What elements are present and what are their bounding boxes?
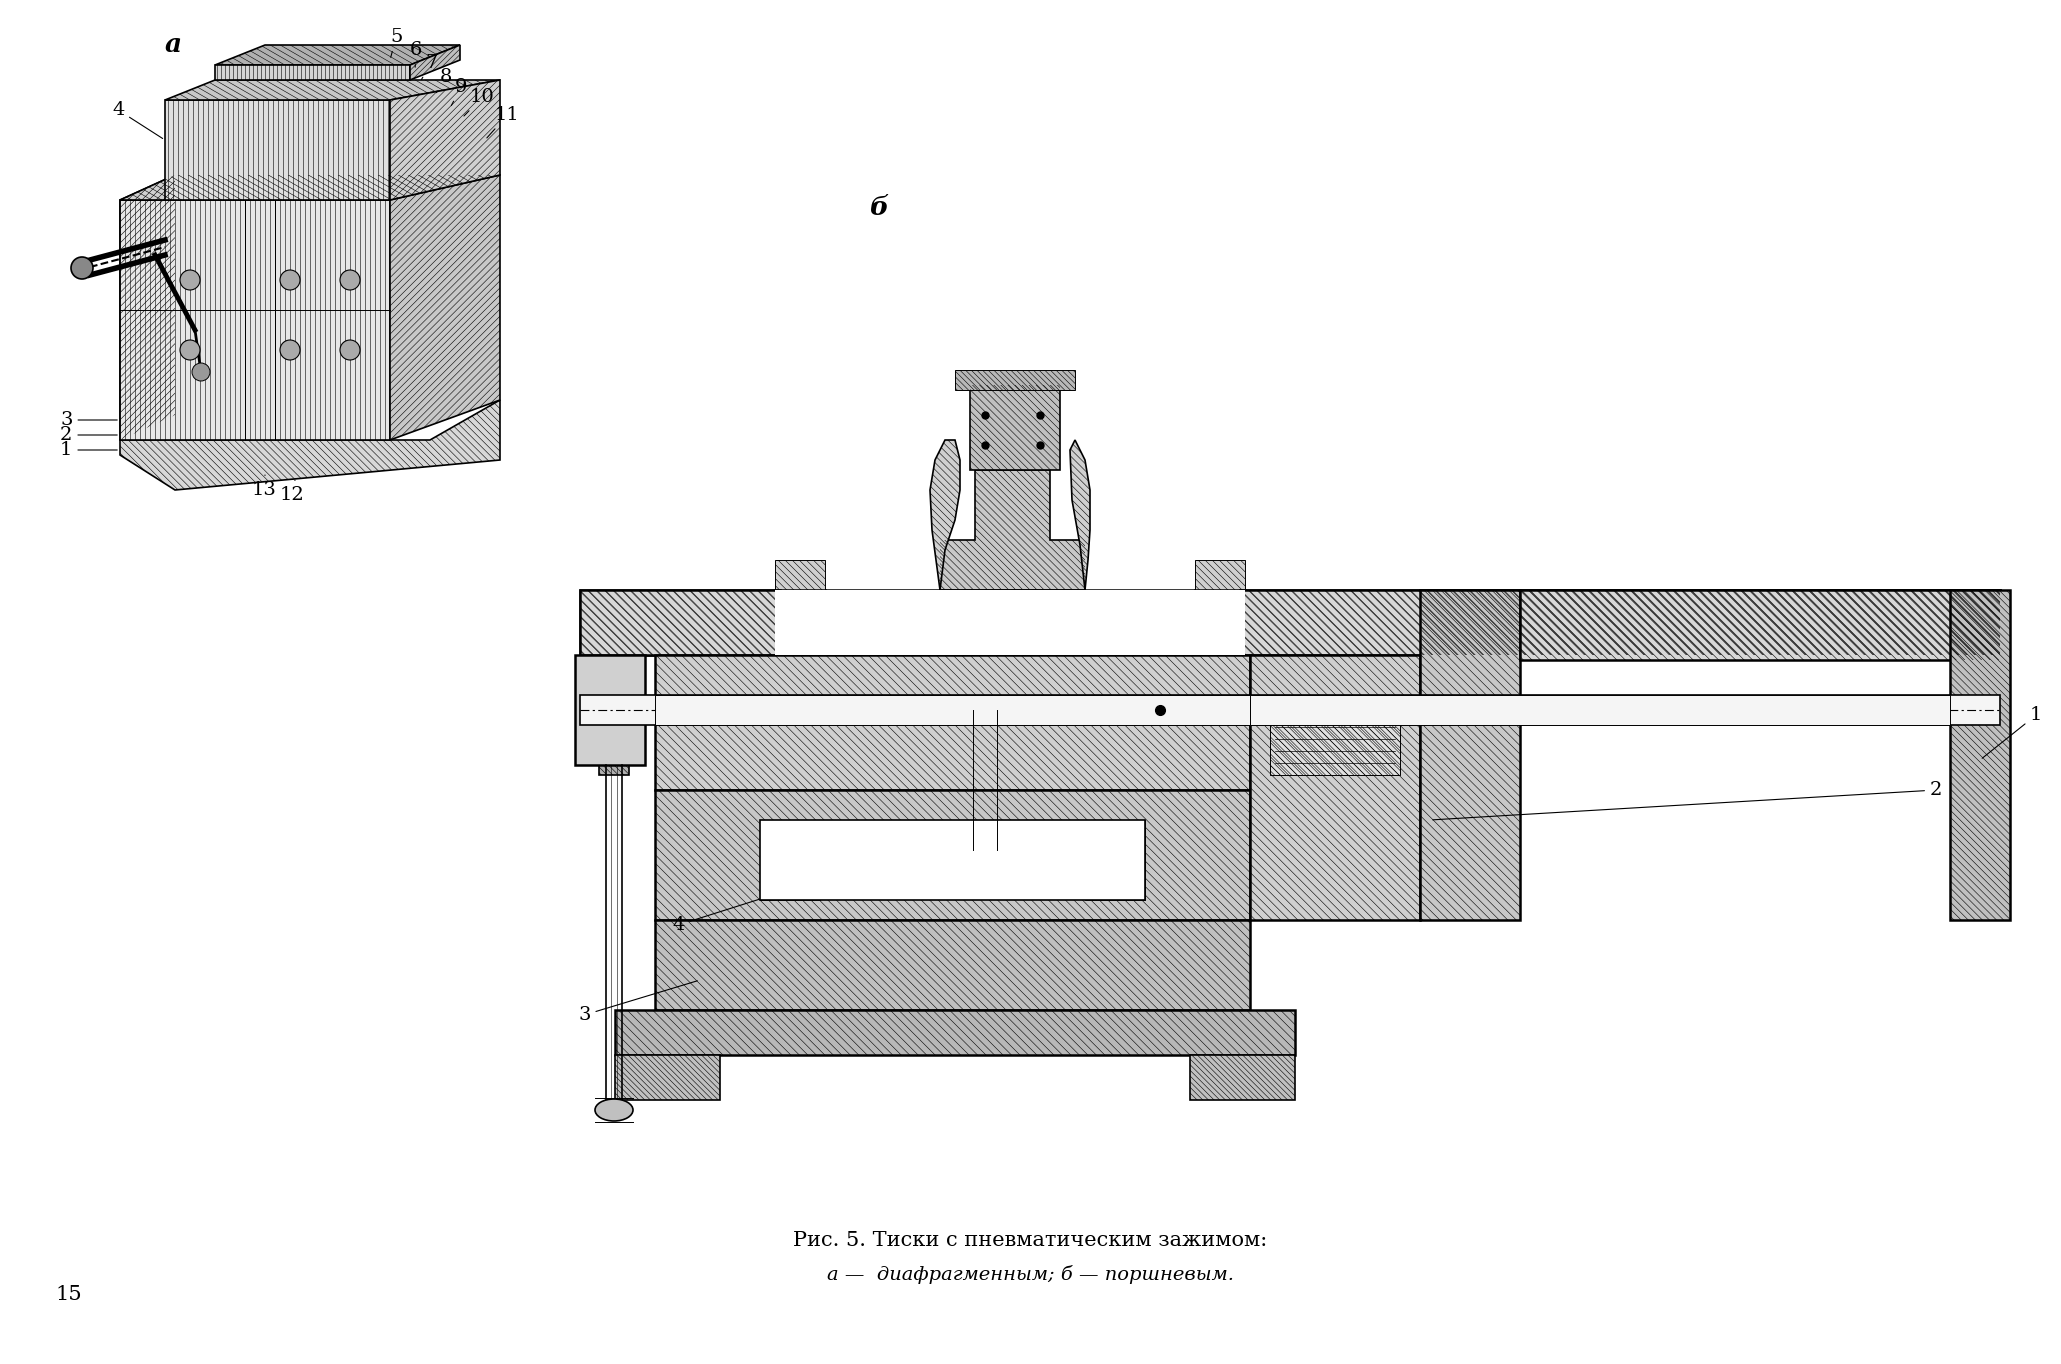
Text: а —  диафрагменным; б — поршневым.: а — диафрагменным; б — поршневым. bbox=[826, 1266, 1235, 1285]
Text: 1: 1 bbox=[1983, 707, 2042, 758]
Text: 2: 2 bbox=[1432, 782, 1941, 820]
Polygon shape bbox=[579, 591, 779, 655]
Circle shape bbox=[192, 363, 210, 381]
Text: 7: 7 bbox=[420, 55, 437, 79]
Text: Рис. 5. Тиски с пневматическим зажимом:: Рис. 5. Тиски с пневматическим зажимом: bbox=[793, 1230, 1268, 1249]
Polygon shape bbox=[1251, 655, 1420, 919]
Text: 15: 15 bbox=[56, 1285, 82, 1304]
Polygon shape bbox=[579, 591, 1999, 655]
Ellipse shape bbox=[596, 1099, 633, 1121]
Polygon shape bbox=[1084, 820, 1146, 900]
Text: 3: 3 bbox=[577, 981, 697, 1024]
Polygon shape bbox=[390, 80, 501, 201]
Text: 4: 4 bbox=[111, 101, 163, 139]
Polygon shape bbox=[655, 655, 1251, 790]
Text: 12: 12 bbox=[280, 480, 305, 505]
Polygon shape bbox=[971, 385, 1059, 471]
Text: 1: 1 bbox=[60, 441, 117, 460]
Text: б: б bbox=[870, 195, 888, 220]
Text: 3: 3 bbox=[60, 411, 117, 430]
Polygon shape bbox=[1070, 441, 1090, 591]
Polygon shape bbox=[1521, 591, 1999, 660]
Polygon shape bbox=[655, 919, 1251, 1009]
Polygon shape bbox=[761, 820, 1146, 900]
Circle shape bbox=[340, 340, 361, 360]
Polygon shape bbox=[1189, 1054, 1294, 1099]
Polygon shape bbox=[120, 175, 501, 201]
Polygon shape bbox=[214, 65, 410, 80]
Polygon shape bbox=[390, 175, 501, 441]
Circle shape bbox=[179, 270, 200, 291]
Polygon shape bbox=[655, 790, 1251, 919]
Polygon shape bbox=[575, 655, 645, 765]
Polygon shape bbox=[940, 471, 1084, 591]
Polygon shape bbox=[614, 1054, 719, 1099]
Polygon shape bbox=[214, 45, 460, 65]
Polygon shape bbox=[954, 370, 1076, 390]
Polygon shape bbox=[1195, 561, 1245, 591]
Polygon shape bbox=[775, 591, 1245, 655]
Ellipse shape bbox=[70, 256, 93, 280]
Polygon shape bbox=[410, 45, 460, 80]
Text: 9: 9 bbox=[451, 78, 468, 105]
Text: 11: 11 bbox=[486, 106, 519, 138]
Polygon shape bbox=[761, 820, 820, 900]
Text: 6: 6 bbox=[410, 41, 423, 67]
Polygon shape bbox=[930, 441, 960, 591]
Text: 2: 2 bbox=[60, 426, 117, 445]
Polygon shape bbox=[1241, 591, 1999, 655]
Polygon shape bbox=[120, 175, 175, 441]
Polygon shape bbox=[589, 666, 641, 756]
Text: 8: 8 bbox=[437, 68, 451, 93]
Polygon shape bbox=[120, 400, 501, 490]
Polygon shape bbox=[1270, 715, 1399, 775]
Circle shape bbox=[280, 340, 301, 360]
Polygon shape bbox=[1251, 696, 1950, 726]
Polygon shape bbox=[120, 201, 390, 441]
Text: 4: 4 bbox=[672, 881, 818, 934]
Polygon shape bbox=[579, 696, 1999, 726]
Circle shape bbox=[280, 270, 301, 291]
Polygon shape bbox=[165, 80, 501, 100]
Text: 13: 13 bbox=[251, 475, 276, 499]
Polygon shape bbox=[1950, 591, 2009, 919]
Polygon shape bbox=[775, 561, 824, 591]
Text: а: а bbox=[165, 31, 181, 57]
Polygon shape bbox=[165, 100, 390, 201]
Polygon shape bbox=[1420, 591, 1521, 919]
Circle shape bbox=[179, 340, 200, 360]
Text: 5: 5 bbox=[390, 29, 402, 57]
Polygon shape bbox=[614, 1009, 1294, 1054]
Polygon shape bbox=[600, 756, 629, 775]
Polygon shape bbox=[655, 696, 1251, 726]
Circle shape bbox=[340, 270, 361, 291]
Text: 10: 10 bbox=[464, 89, 495, 116]
